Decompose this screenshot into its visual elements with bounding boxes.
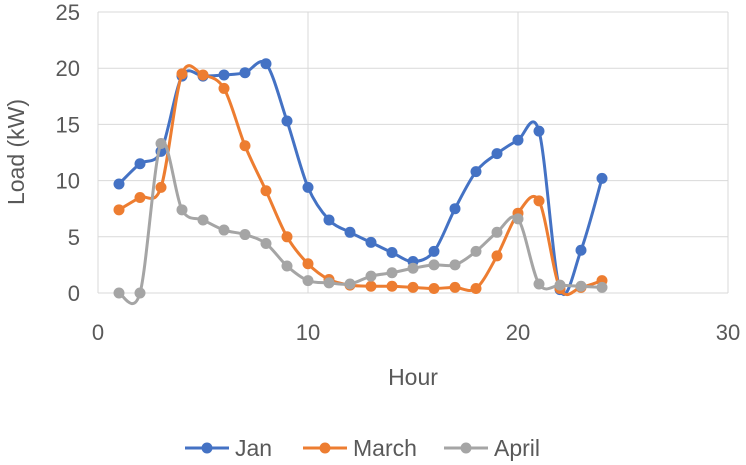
- data-point-april: [554, 279, 566, 291]
- data-point-march: [281, 231, 293, 243]
- data-point-april: [302, 275, 314, 287]
- data-point-april: [344, 278, 356, 290]
- data-point-april: [218, 224, 230, 236]
- x-tick-label: 20: [506, 320, 530, 345]
- y-tick-label: 25: [56, 0, 80, 25]
- series-line-april: [118, 140, 603, 305]
- series-april: [113, 138, 608, 305]
- data-point-march: [365, 280, 377, 292]
- data-point-jan: [386, 247, 398, 259]
- legend-marker-april: [460, 442, 472, 454]
- data-point-march: [197, 69, 209, 81]
- y-tick-label: 10: [56, 169, 80, 194]
- data-point-march: [260, 185, 272, 197]
- data-point-jan: [470, 166, 482, 178]
- data-point-april: [323, 277, 335, 289]
- x-tick-label: 0: [92, 320, 104, 345]
- y-tick-label: 20: [56, 56, 80, 81]
- data-point-jan: [575, 244, 587, 256]
- data-point-march: [449, 281, 461, 293]
- data-point-jan: [449, 203, 461, 215]
- y-tick-label: 0: [68, 281, 80, 306]
- data-point-april: [176, 204, 188, 216]
- data-point-april: [575, 280, 587, 292]
- data-point-april: [197, 214, 209, 226]
- data-point-april: [365, 270, 377, 282]
- data-point-march: [428, 283, 440, 295]
- data-point-april: [491, 226, 503, 238]
- data-point-april: [470, 245, 482, 257]
- series-jan: [113, 58, 608, 296]
- x-tick-label: 30: [716, 320, 740, 345]
- data-point-jan: [134, 158, 146, 170]
- data-point-march: [470, 283, 482, 295]
- data-point-march: [386, 280, 398, 292]
- data-point-march: [491, 250, 503, 262]
- data-point-march: [302, 258, 314, 270]
- data-point-march: [407, 281, 419, 293]
- series-group: [113, 58, 608, 305]
- data-point-march: [134, 191, 146, 203]
- legend-marker-jan: [201, 442, 213, 454]
- data-point-april: [134, 287, 146, 299]
- legend-item-march: March: [303, 435, 417, 461]
- data-point-april: [428, 259, 440, 271]
- x-tick-label: 10: [296, 320, 320, 345]
- data-point-april: [512, 213, 524, 225]
- data-point-jan: [260, 58, 272, 70]
- data-point-april: [407, 262, 419, 274]
- data-point-april: [281, 260, 293, 272]
- data-point-jan: [491, 148, 503, 160]
- data-point-jan: [533, 125, 545, 137]
- data-point-march: [533, 195, 545, 207]
- legend-item-april: April: [444, 435, 540, 461]
- data-point-jan: [218, 69, 230, 81]
- legend-label-march: March: [353, 435, 417, 461]
- data-point-jan: [344, 226, 356, 238]
- legend-item-jan: Jan: [185, 435, 272, 461]
- data-point-jan: [323, 214, 335, 226]
- data-point-march: [113, 204, 125, 216]
- data-point-april: [533, 278, 545, 290]
- y-axis-title: Load (kW): [3, 99, 29, 205]
- tick-labels: 0 5 10 15 20 25 0 10 20 30: [56, 0, 741, 345]
- data-point-april: [386, 267, 398, 279]
- legend-label-april: April: [494, 435, 540, 461]
- data-point-jan: [302, 181, 314, 193]
- data-point-april: [239, 229, 251, 241]
- data-point-jan: [512, 134, 524, 146]
- data-point-march: [218, 82, 230, 94]
- data-point-april: [113, 287, 125, 299]
- data-point-april: [155, 138, 167, 150]
- data-point-april: [449, 259, 461, 271]
- series-line-march: [118, 64, 603, 297]
- data-point-april: [596, 281, 608, 293]
- legend-label-jan: Jan: [235, 435, 272, 461]
- x-axis-title: Hour: [388, 364, 438, 390]
- data-point-jan: [239, 67, 251, 79]
- data-point-jan: [596, 172, 608, 184]
- y-tick-label: 5: [68, 225, 80, 250]
- data-point-jan: [113, 178, 125, 190]
- gridlines: [97, 11, 729, 293]
- data-point-march: [239, 140, 251, 152]
- data-point-march: [176, 68, 188, 80]
- data-point-jan: [365, 236, 377, 248]
- data-point-jan: [428, 245, 440, 257]
- legend-marker-march: [319, 442, 331, 454]
- legend: Jan March April: [185, 435, 540, 461]
- data-point-jan: [281, 115, 293, 127]
- data-point-march: [155, 181, 167, 193]
- data-point-april: [260, 238, 272, 250]
- y-tick-label: 15: [56, 112, 80, 137]
